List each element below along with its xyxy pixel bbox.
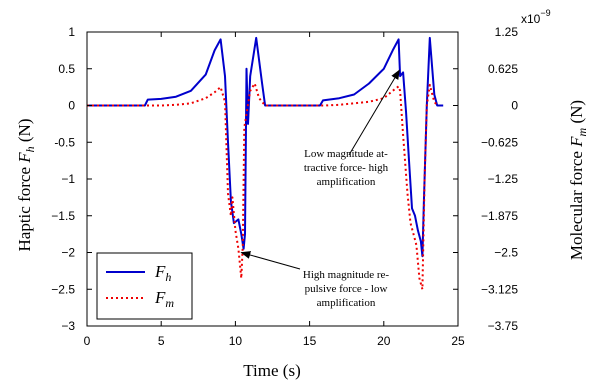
annotation-arrow [240,251,301,270]
y-right-tick-label: −3.125 [481,282,518,296]
y-right-text: Molecular force [567,147,586,260]
series-layer [87,36,444,291]
y-right-tick-label: 0.625 [488,62,518,76]
y-left-tick-label: -0.5 [54,135,75,149]
y-right-tick-label: −1.25 [488,172,519,186]
annotation-text-line: High magnitude re- [303,269,389,281]
annotation-text-line: amplification [317,176,376,188]
right-axis-multiplier: x10−9 [521,8,551,26]
y-right-tick-label: −3.75 [488,319,519,333]
y-left-tick-label: −2 [61,246,75,260]
legend-box [96,252,193,320]
y-left-text: Haptic force [15,163,34,252]
ticks-layer: 0 5 10 15 20 25 1 0.5 0 -0.5 −1 −1.5 −2 −2.5 −3 1.25 0.6… [51,25,518,348]
y-right-tick-label: 0 [511,99,518,113]
annotation-arrow [348,69,400,156]
y-left-unit: (N) [15,119,34,147]
annotation-text-line: Low magnitude at- [304,148,388,160]
y-left-var: F [15,152,34,164]
legend-label-fh: Fh [154,262,171,284]
series-line-fh [87,36,444,258]
y-right-sub: m [575,127,589,136]
annotations-layer: Low magnitude at-tractive force- high amp… [240,69,400,309]
y-right-unit: (N) [567,100,586,128]
annotation-attractive: Low magnitude at-tractive force- high amp… [304,69,400,188]
annotation-text-line: amplification [317,297,376,309]
x-tick-label: 10 [229,334,243,348]
multiplier-exponent: −9 [540,8,550,18]
annotation-text-line: pulsive force - low [305,283,388,295]
y-left-tick-label: −2.5 [51,282,75,296]
x-tick-label: 0 [84,334,91,348]
y-right-tick-label: −0.625 [481,135,518,149]
x-tick-label: 20 [377,334,391,348]
legend-label-fm: Fm [154,288,174,310]
y-right-var: F [567,136,586,148]
y-left-tick-label: 0 [68,99,75,113]
y-axis-label-left: Haptic force Fh (N) [15,119,37,252]
x-axis-label: Time (s) [243,361,300,380]
annotation-text-line: tractive force- high [304,162,389,174]
y-right-tick-label: −1.875 [481,209,518,223]
y-right-tick-label: 1.25 [495,25,519,39]
annotation-repulsive: High magnitude re-pulsive force - low amp… [240,251,389,309]
y-left-tick-label: −1 [61,172,75,186]
x-tick-label: 25 [451,334,465,348]
y-right-tick-label: −2.5 [494,246,518,260]
y-axis-label-right: Molecular force Fm (N) [567,100,589,260]
legend: Fh Fm [96,252,193,320]
y-left-tick-label: 0.5 [58,62,75,76]
multiplier-base: x10 [521,12,541,26]
y-left-tick-label: −3 [61,319,75,333]
series-line-fm [87,82,438,291]
legend-fm-sub: m [165,296,174,310]
legend-fm-var: F [154,288,166,307]
x-tick-label: 5 [158,334,165,348]
legend-fh-sub: h [165,270,171,284]
y-left-sub: h [23,146,37,152]
x-tick-label: 15 [303,334,317,348]
y-left-tick-label: −1.5 [51,209,75,223]
y-left-tick-label: 1 [68,25,75,39]
legend-fh-var: F [154,262,166,281]
